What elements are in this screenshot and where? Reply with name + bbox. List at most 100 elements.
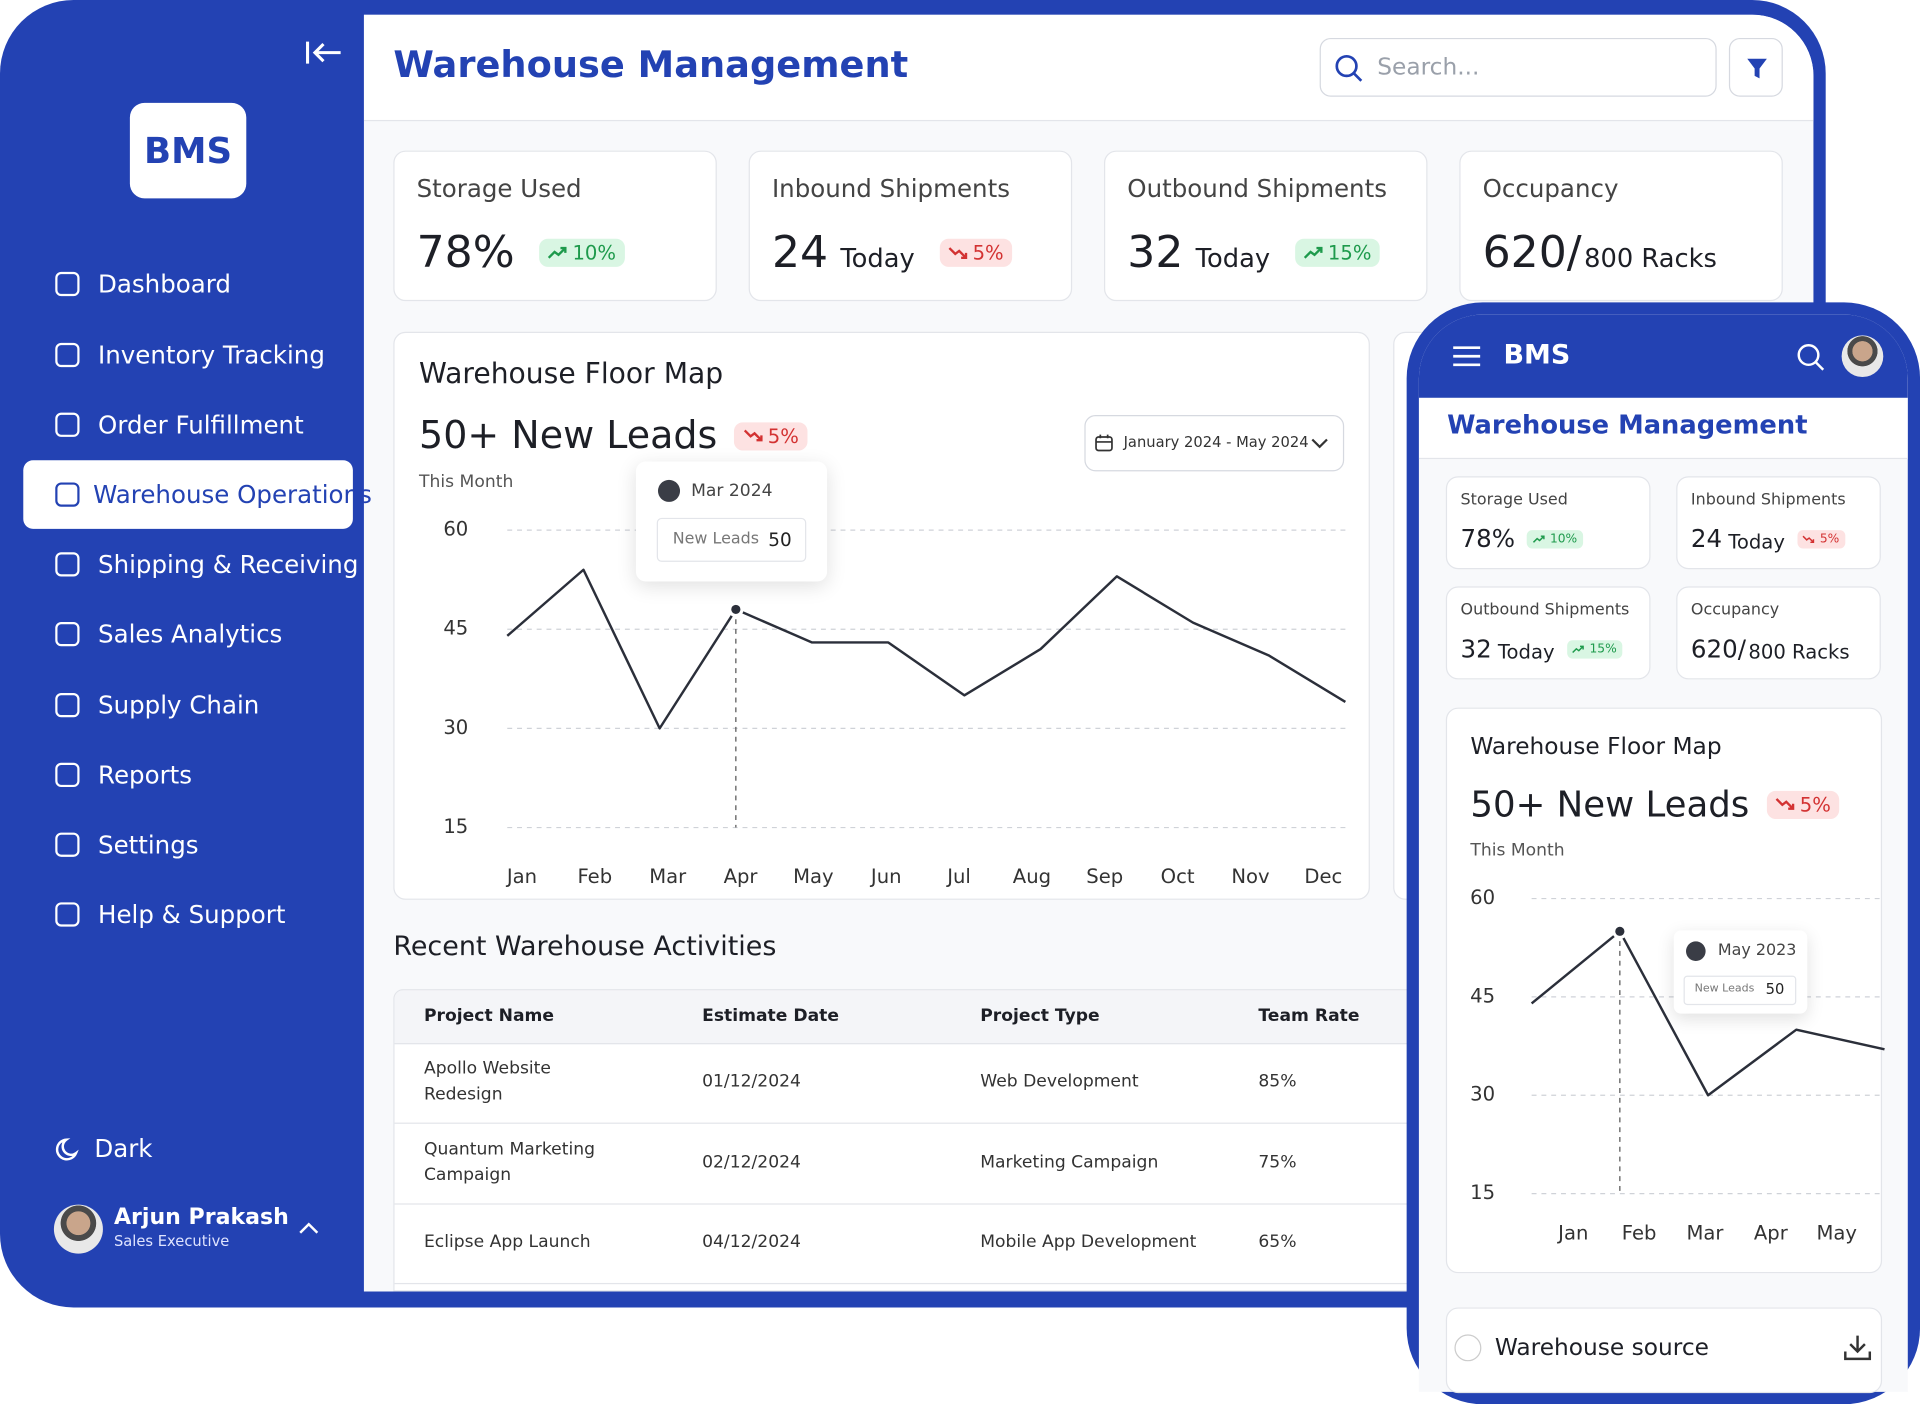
trend-arrow-head — [1316, 246, 1323, 253]
trend-arrow — [1802, 535, 1815, 543]
table-cell: 04/12/2024 — [702, 1232, 801, 1252]
nav-label: Order Fulfillment — [98, 410, 304, 440]
stat-label: Storage Used — [416, 173, 582, 204]
trend-badge: 5% — [939, 238, 1013, 267]
table-row[interactable] — [394, 1043, 1446, 1124]
x-tick-label: Jul — [945, 865, 971, 888]
floor-map-title: Warehouse Floor Map — [419, 358, 724, 391]
date-range: January 2024 - May 2024 — [1123, 433, 1309, 451]
mobile-header — [1418, 314, 1908, 398]
stat-card: Occupancy 620/800 Racks — [1676, 586, 1881, 680]
period-label: This Month — [419, 472, 514, 493]
stat-value: 78% — [416, 227, 515, 278]
nav-item[interactable]: Order Fulfillment — [23, 391, 353, 460]
y-tick-label: 30 — [443, 716, 468, 739]
trend-icon — [1303, 246, 1323, 259]
stat-value: 620/ — [1482, 227, 1582, 278]
table-cell: 01/12/2024 — [702, 1071, 801, 1092]
y-tick-label: 60 — [1470, 886, 1495, 909]
stat-value: 24 — [771, 227, 829, 278]
nav-item[interactable]: Supply Chain — [23, 671, 353, 740]
trend-icon — [743, 430, 763, 442]
trend-arrow — [1303, 247, 1322, 259]
filter-button[interactable] — [1728, 37, 1783, 97]
table-row[interactable] — [394, 1123, 1446, 1205]
tooltip-date: Mar 2024 — [691, 481, 773, 501]
stat-value-row: 78% 10% — [1461, 524, 1583, 553]
nav-icon-shape — [55, 902, 80, 927]
nav-item[interactable]: Reports — [23, 741, 353, 810]
nav-item[interactable]: Sales Analytics — [23, 600, 353, 669]
x-tick-label: Mar — [1687, 1221, 1725, 1244]
table-cell: Quantum Marketing Campaign — [423, 1139, 595, 1185]
trend-icon — [1802, 535, 1815, 543]
download-icon[interactable] — [1843, 1333, 1872, 1362]
trend-arrow-head — [560, 246, 567, 253]
nav-label: Sales Analytics — [98, 619, 283, 649]
nav-icon-shape — [55, 412, 80, 437]
user-menu-chevron[interactable] — [297, 1219, 322, 1236]
trend-icon — [948, 247, 967, 259]
trend-badge: 10% — [539, 238, 625, 267]
calendar-icon — [1095, 434, 1113, 452]
stat-label: Outbound Shipments — [1127, 173, 1387, 204]
hover-dot — [1612, 923, 1628, 939]
hover-dot — [728, 601, 744, 618]
moon-icon[interactable] — [54, 1135, 83, 1164]
trend-arrow-head — [1580, 645, 1585, 649]
table-header: Project Type — [980, 1006, 1100, 1026]
stat-label: Storage Used — [1460, 490, 1568, 510]
date-range-picker[interactable]: January 2024 - May 2024 — [1084, 415, 1345, 472]
tooltip-value-box: New Leads 50 — [656, 517, 807, 562]
x-tick-label: Feb — [577, 865, 612, 888]
mobile-headline: 50+ New Leads — [1470, 783, 1750, 826]
hamburger-icon[interactable] — [1452, 344, 1481, 368]
theme-toggle[interactable]: Dark — [94, 1133, 153, 1163]
source-card[interactable] — [1445, 1307, 1883, 1394]
page-title: Warehouse Management — [393, 44, 909, 87]
nav-item[interactable]: Dashboard — [23, 250, 353, 319]
trend-icon — [1532, 534, 1545, 543]
x-tick-label: Nov — [1231, 865, 1269, 888]
nav-item[interactable]: Shipping & Receiving — [23, 530, 358, 599]
stat-value-row: 32 Today 15% — [1127, 228, 1381, 278]
collapse-icon[interactable] — [304, 38, 343, 67]
trend-arrow-head — [960, 252, 967, 259]
mobile-tooltip-value-box: New Leads 50 — [1683, 975, 1797, 1006]
table-header: Estimate Date — [702, 1006, 840, 1026]
nav-item[interactable]: Warehouse Operations — [23, 460, 372, 529]
nav-icon — [55, 412, 80, 437]
x-tick-label: May — [1816, 1221, 1857, 1244]
data-line — [506, 568, 1347, 730]
table-cell: Apollo Website Redesign — [423, 1058, 551, 1105]
stat-card: Inbound Shipments 24 Today 5% — [748, 150, 1073, 302]
nav-item[interactable]: Inventory Tracking — [23, 321, 353, 390]
stat-value-row: 78% 10% — [417, 228, 625, 278]
y-tick-label: 15 — [443, 815, 468, 838]
x-tick-label: Apr — [724, 865, 759, 888]
trend-arrow — [1572, 645, 1584, 653]
trend-icon — [1775, 798, 1795, 811]
mobile-title-bar — [1418, 397, 1908, 460]
mobile-floor-map-chart: 60 45 30 15 Jan Feb Mar Apr May — [1470, 886, 1885, 1244]
nav-item[interactable]: Help & Support — [23, 880, 353, 949]
search-box[interactable]: Search... — [1319, 37, 1717, 97]
stat-value: 78% — [1460, 523, 1516, 554]
user-avatar — [53, 1204, 103, 1254]
y-tick-label: 60 — [443, 518, 468, 541]
nav-item[interactable]: Settings — [23, 810, 353, 879]
table-row[interactable] — [394, 1203, 1446, 1285]
tooltip-label: New Leads — [672, 530, 760, 549]
stat-value: 24 — [1690, 523, 1723, 554]
nav-icon-shape — [55, 693, 80, 718]
y-tick-label: 15 — [1470, 1181, 1495, 1204]
stat-unit: 800 Racks — [1748, 639, 1850, 663]
table-cell: 02/12/2024 — [702, 1151, 801, 1172]
x-tick-label: Jan — [505, 865, 537, 888]
x-tick-label: Mar — [649, 865, 687, 888]
nav-label: Inventory Tracking — [98, 340, 325, 370]
trend-value: 5% — [767, 424, 799, 448]
nav-icon — [55, 482, 80, 507]
headline-row: 50+ New Leads 5% — [419, 414, 808, 458]
mobile-search-icon[interactable] — [1795, 342, 1827, 374]
